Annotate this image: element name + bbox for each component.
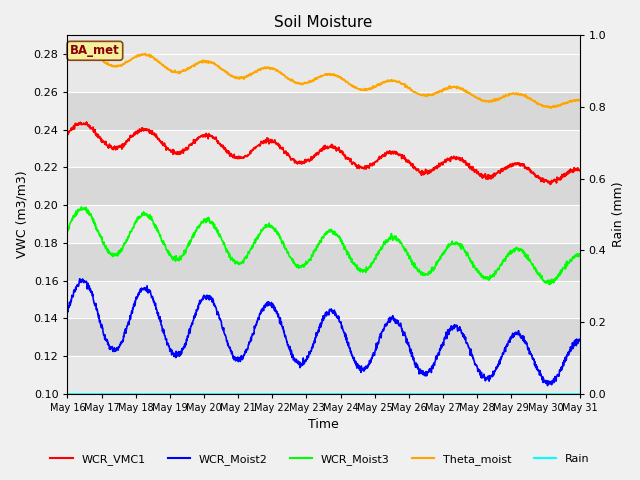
WCR_VMC1	[547, 181, 554, 187]
WCR_Moist3	[292, 261, 300, 267]
WCR_Moist2	[124, 319, 132, 325]
WCR_Moist3	[576, 252, 584, 257]
Theta_moist	[547, 105, 555, 111]
Title: Soil Moisture: Soil Moisture	[275, 15, 372, 30]
Y-axis label: VWC (m3/m3): VWC (m3/m3)	[15, 171, 28, 258]
Bar	[67, 92, 580, 130]
Y-axis label: Rain (mm): Rain (mm)	[612, 182, 625, 247]
Theta_moist	[282, 73, 289, 79]
WCR_Moist3	[124, 235, 132, 241]
Theta_moist	[76, 45, 84, 50]
Bar	[67, 356, 580, 394]
Theta_moist	[104, 60, 111, 66]
Theta_moist	[124, 59, 132, 64]
WCR_Moist3	[63, 227, 71, 232]
Line: WCR_Moist2: WCR_Moist2	[67, 279, 580, 385]
WCR_VMC1	[292, 159, 300, 165]
Bar	[67, 54, 580, 92]
X-axis label: Time: Time	[308, 419, 339, 432]
WCR_Moist2	[355, 363, 363, 369]
Bar	[67, 281, 580, 318]
Theta_moist	[301, 81, 308, 86]
WCR_VMC1	[63, 129, 71, 135]
Rain	[63, 391, 71, 396]
WCR_Moist3	[282, 246, 289, 252]
Theta_moist	[292, 80, 300, 85]
WCR_VMC1	[301, 159, 308, 165]
Rain	[98, 391, 106, 396]
Line: Theta_moist: Theta_moist	[67, 48, 580, 108]
Bar	[67, 168, 580, 205]
Line: WCR_VMC1: WCR_VMC1	[67, 122, 580, 184]
WCR_Moist2	[576, 336, 584, 342]
WCR_Moist3	[104, 248, 111, 254]
WCR_VMC1	[83, 119, 90, 125]
WCR_Moist3	[545, 282, 553, 288]
WCR_Moist3	[355, 267, 363, 273]
Theta_moist	[63, 51, 71, 57]
WCR_VMC1	[282, 150, 289, 156]
WCR_VMC1	[104, 143, 111, 148]
Bar	[67, 318, 580, 356]
WCR_Moist2	[63, 308, 71, 314]
WCR_Moist3	[301, 262, 308, 268]
Legend: WCR_VMC1, WCR_Moist2, WCR_Moist3, Theta_moist, Rain: WCR_VMC1, WCR_Moist2, WCR_Moist3, Theta_…	[46, 450, 594, 469]
WCR_VMC1	[355, 166, 363, 171]
Bar	[67, 130, 580, 168]
WCR_VMC1	[576, 167, 584, 173]
WCR_Moist2	[104, 338, 111, 344]
Theta_moist	[576, 97, 584, 103]
WCR_Moist2	[544, 383, 552, 388]
WCR_Moist3	[77, 204, 85, 210]
WCR_Moist2	[292, 359, 300, 364]
Bar	[67, 243, 580, 281]
Text: BA_met: BA_met	[70, 44, 120, 57]
WCR_VMC1	[124, 136, 132, 142]
WCR_Moist2	[76, 276, 84, 282]
WCR_Moist2	[282, 334, 289, 340]
Bar	[67, 205, 580, 243]
Line: WCR_Moist3: WCR_Moist3	[67, 207, 580, 285]
Theta_moist	[355, 86, 363, 92]
WCR_Moist2	[301, 358, 308, 364]
